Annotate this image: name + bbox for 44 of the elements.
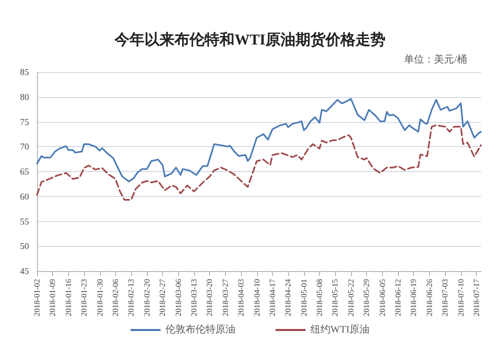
legend-label: 纽约WTI原油 — [310, 324, 370, 336]
x-tick-label: 2018-01-09 — [48, 279, 58, 316]
x-tick-label: 2018-06-05 — [378, 279, 387, 316]
x-tick-label: 2018-06-26 — [424, 279, 434, 316]
y-tick-label: 45 — [20, 266, 30, 276]
x-tick-label: 2018-03-20 — [205, 279, 214, 316]
text: 单位：美元/桶 — [404, 54, 468, 66]
x-tick-label: 2018-06-12 — [394, 279, 403, 316]
y-tick-label: 60 — [20, 191, 30, 202]
line-series — [36, 98, 482, 182]
x-tick-label: 2018-05-01 — [299, 279, 308, 316]
x-tick-label: 2018-03-06 — [174, 279, 183, 316]
x-tick-label: 2018-05-08 — [315, 279, 324, 316]
x-tick-label: 2018-01-02 — [32, 279, 42, 316]
x-tick-label: 2018-06-19 — [409, 279, 418, 316]
x-tick-label: 2018-03-13 — [189, 279, 198, 316]
x-tick-label: 2018-07-10 — [456, 279, 466, 316]
x-tick-label: 2018-04-10 — [252, 279, 262, 316]
x-tick-label: 2018-05-15 — [330, 279, 340, 316]
legend-label: 伦敦布伦特原油 — [166, 324, 236, 336]
y-tick-label: 70 — [20, 142, 30, 152]
x-tick-label: 2018-03-27 — [220, 279, 230, 316]
x-tick-label: 2018-02-13 — [126, 279, 136, 316]
x-tick-label: 2018-04-17 — [268, 279, 277, 316]
y-tick-label: 75 — [20, 116, 30, 127]
x-tick-label: 2018-02-06 — [110, 279, 120, 316]
y-tick-label: 55 — [20, 216, 30, 226]
x-tick-label: 2018-05-29 — [362, 279, 372, 316]
x-tick-label: 2018-07-03 — [440, 279, 450, 316]
y-tick-label: 80 — [20, 92, 30, 102]
chart-title: 今年以来布伦特和WTI原油期货价格走势 — [114, 32, 386, 48]
x-tick-label: 2018-05-22 — [346, 279, 356, 316]
x-tick-label: 2018-04-24 — [284, 279, 293, 316]
x-tick-label: 2018-01-23 — [80, 279, 89, 316]
x-tick-label: 2018-04-03 — [236, 279, 246, 316]
x-tick-label: 2018-07-17 — [472, 279, 482, 316]
y-tick-label: 85 — [20, 67, 30, 77]
x-tick-label: 2018-02-27 — [158, 279, 168, 316]
y-tick-label: 65 — [20, 166, 30, 176]
x-tick-label: 2018-01-30 — [95, 279, 104, 316]
x-tick-label: 2018-02-20 — [142, 279, 152, 316]
x-tick-label: 2018-01-16 — [64, 279, 73, 316]
y-tick-label: 50 — [20, 241, 30, 252]
line-series — [36, 124, 482, 201]
